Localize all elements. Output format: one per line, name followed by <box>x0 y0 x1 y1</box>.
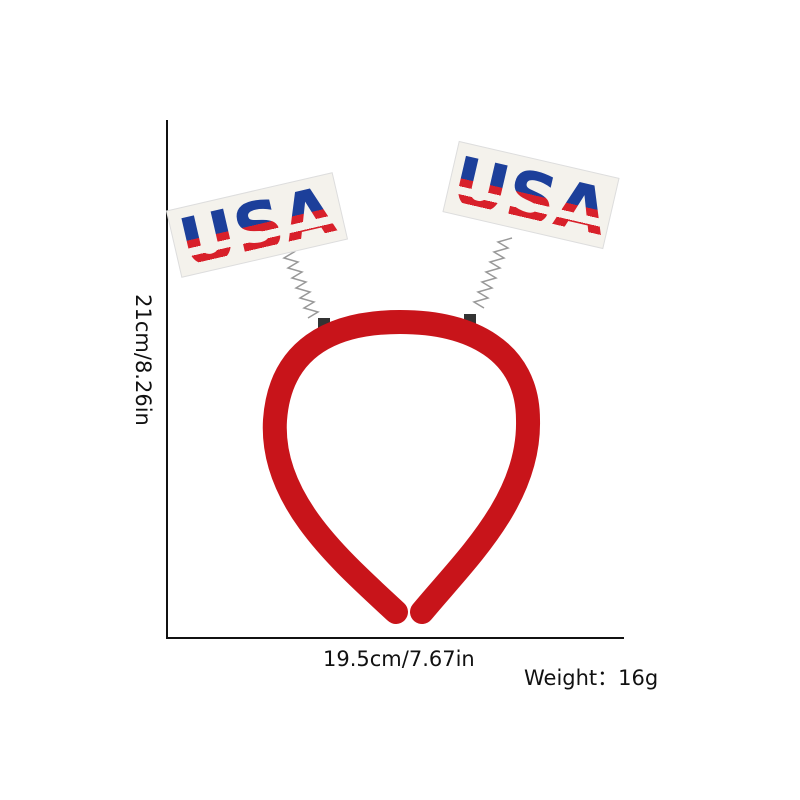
svg-text:USA: USA <box>445 142 616 254</box>
headband <box>262 309 541 624</box>
right-usa-sign: USA <box>442 140 620 255</box>
svg-text:USA: USA <box>172 172 343 284</box>
right-spring <box>472 237 513 309</box>
width-axis-line <box>166 637 624 639</box>
left-usa-sign: USA <box>165 172 349 285</box>
right-spring-base <box>464 314 476 324</box>
left-spring-base <box>318 318 330 328</box>
height-axis-line <box>166 120 168 639</box>
left-spring <box>279 247 320 319</box>
width-dimension-label: 19.5cm/7.67in <box>323 647 475 671</box>
weight-label: Weight：16g <box>524 666 659 690</box>
